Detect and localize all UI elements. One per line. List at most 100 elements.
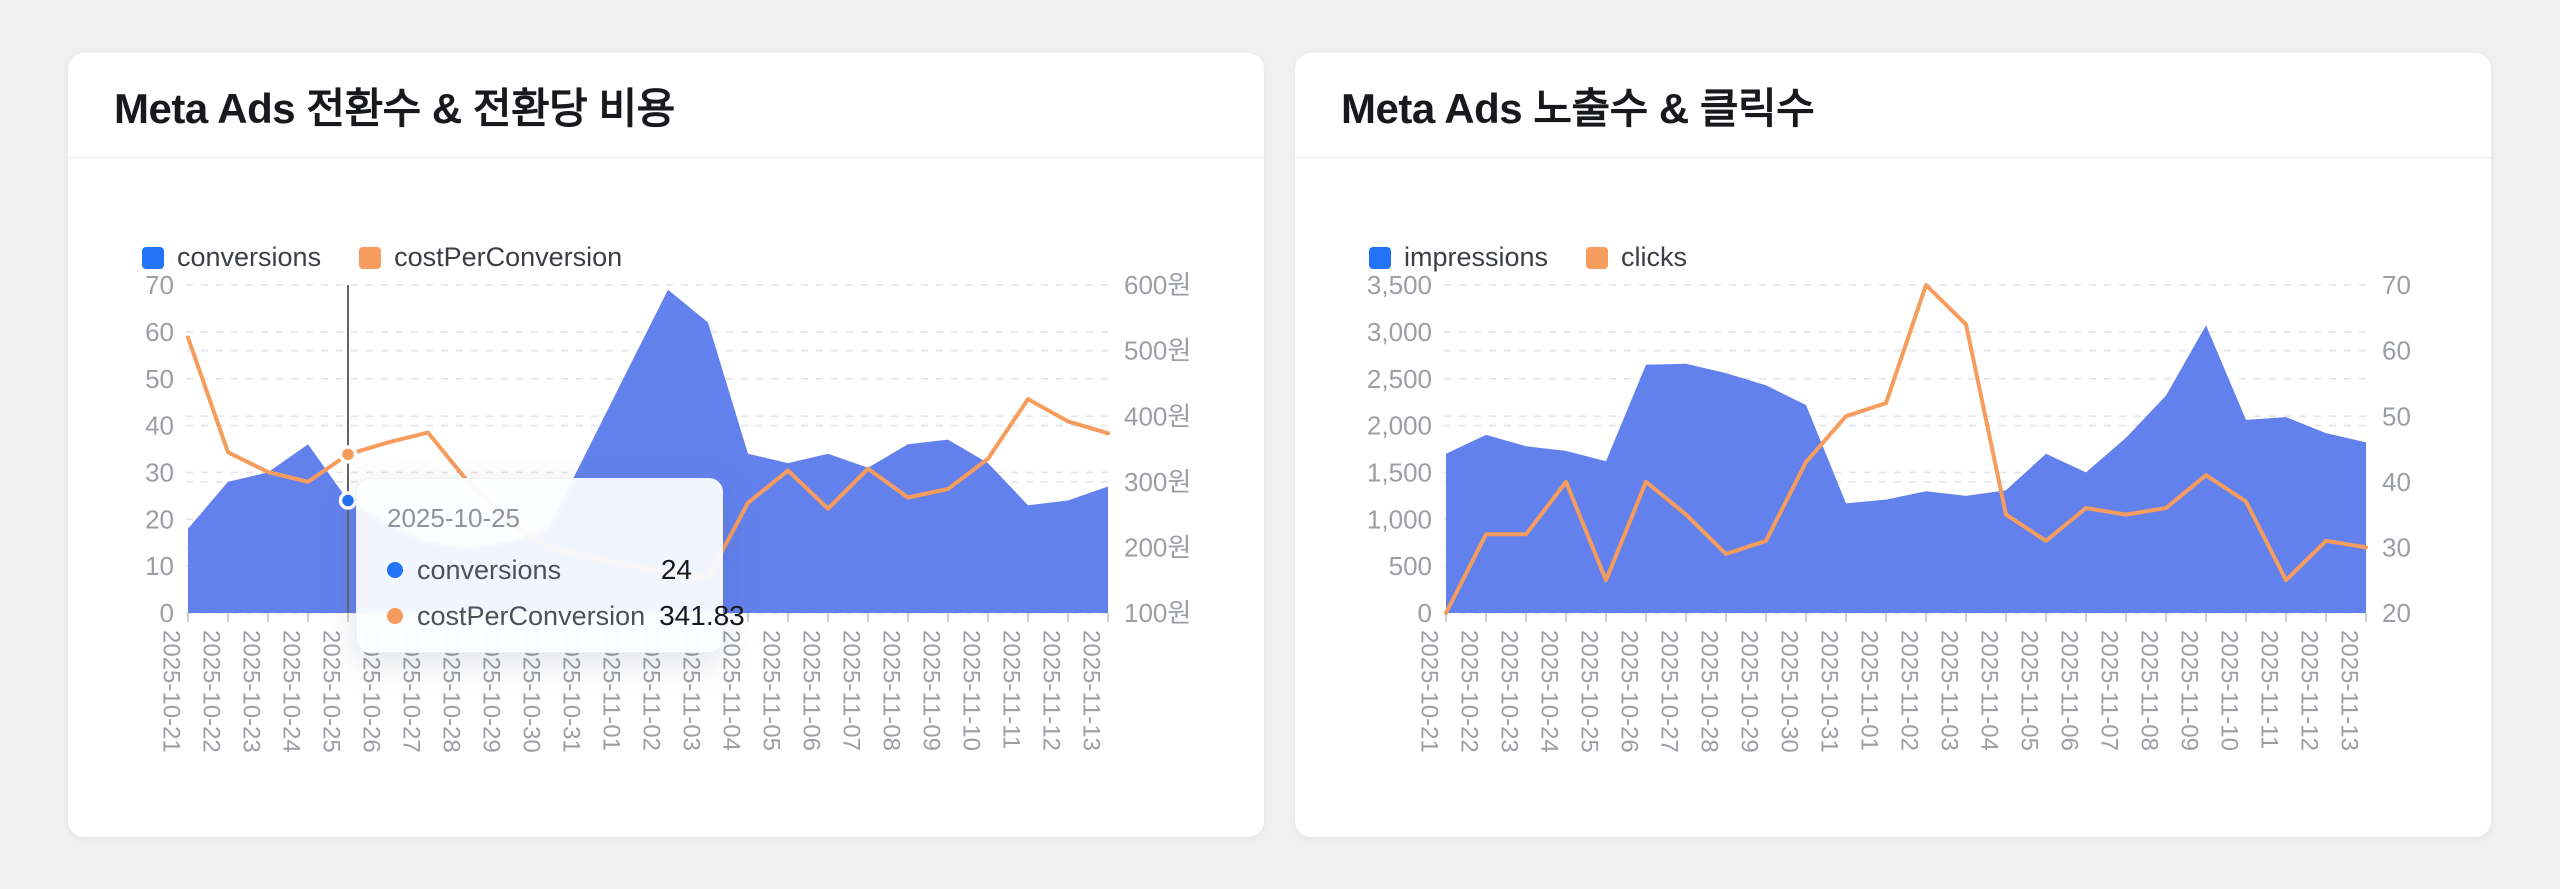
- x-axis-label: 2025-10-27: [1656, 630, 1683, 753]
- y-axis-label-left: 2,000: [1367, 411, 1432, 441]
- legend-item-conversions[interactable]: conversions: [142, 242, 321, 273]
- legend-label: clicks: [1621, 242, 1688, 272]
- x-axis-label: 2025-11-10: [2216, 630, 2243, 751]
- y-axis-label-left: 60: [145, 317, 174, 347]
- tooltip-value: 341.83: [659, 600, 745, 631]
- page-title: Meta Ads 전환수 & 전환당 비용: [114, 84, 675, 132]
- impressions-chart[interactable]: impressions clicks 0 500 1,000 1,500 2,000 2,…: [1295, 159, 2491, 837]
- highlight-dot-conversions: [338, 491, 358, 510]
- x-axis-label: 2025-10-25: [318, 630, 345, 753]
- x-axis-label: 2025-11-09: [918, 630, 945, 751]
- y-axis-label-right: 20: [2382, 598, 2411, 628]
- y-axis-label-left: 30: [145, 458, 174, 488]
- x-axis-label: 2025-11-11: [2256, 630, 2283, 749]
- x-axis-label: 2025-11-13: [2336, 630, 2363, 751]
- chart-svg[interactable]: 0 500 1,000 1,500 2,000 2,500 3,000 3,500 20 30 40…: [1295, 159, 2491, 837]
- legend-label: costPerConversion: [394, 242, 623, 272]
- y-axis-label-left: 10: [145, 551, 174, 581]
- card-header: Meta Ads 노출수 & 클릭수: [1295, 53, 2491, 158]
- legend-label: conversions: [177, 242, 322, 272]
- y-axis-label-left: 2,500: [1367, 364, 1432, 394]
- y-axis-label-right: 600원: [1124, 270, 1191, 300]
- x-axis-label: 2025-11-02: [1896, 630, 1923, 751]
- x-axis-label: 2025-10-31: [1816, 630, 1843, 753]
- legend: impressions clicks: [1369, 242, 1687, 273]
- tooltip-row: conversions 24: [387, 554, 692, 586]
- x-axis-label: 2025-11-07: [2096, 630, 2123, 751]
- x-axis-label: 2025-10-22: [1456, 630, 1483, 753]
- x-axis-label: 2025-11-06: [798, 630, 825, 751]
- y-axis-label-right: 30: [2382, 533, 2411, 563]
- y-axis-label-right: 60: [2382, 336, 2411, 366]
- legend-item-impressions[interactable]: impressions: [1369, 242, 1548, 273]
- x-axis-label: 2025-11-11: [998, 630, 1025, 749]
- x-axis-label: 2025-10-25: [1576, 630, 1603, 753]
- y-axis-label-right: 200원: [1124, 533, 1191, 563]
- x-axis-label: 2025-10-23: [238, 630, 265, 753]
- tooltip-value: 24: [660, 554, 692, 585]
- conversions-chart[interactable]: conversions costPerConversion 0 10 20 30 40 5…: [68, 159, 1264, 837]
- x-axis-label: 2025-11-08: [2136, 630, 2163, 751]
- x-axis-label: 2025-11-04: [1976, 630, 2003, 751]
- x-axis-label: 2025-10-30: [1776, 630, 1803, 753]
- x-axis-label: 2025-10-24: [278, 630, 305, 753]
- x-axis-label: 2025-10-28: [1696, 630, 1723, 753]
- page-title: Meta Ads 노출수 & 클릭수: [1341, 84, 1815, 132]
- x-axis-label: 2025-10-26: [1616, 630, 1643, 753]
- highlight-dot-costPerConversion: [338, 445, 358, 464]
- x-axis-label: 2025-11-12: [1038, 630, 1065, 751]
- area-series-conversions: [188, 289, 1108, 613]
- conversions-dot-icon: [387, 562, 403, 578]
- y-axis-label-right: 50: [2382, 401, 2411, 431]
- legend-label: impressions: [1404, 242, 1549, 272]
- x-axis-label: 2025-10-21: [1416, 630, 1443, 753]
- clicks-swatch-icon: [1586, 246, 1609, 269]
- legend-item-clicks[interactable]: clicks: [1586, 242, 1687, 273]
- x-axis-label: 2025-10-21: [158, 630, 185, 753]
- x-axis-label: 2025-11-08: [878, 630, 905, 751]
- y-axis-label-left: 1,000: [1367, 504, 1432, 534]
- tooltip-row: costPerConversion 341.83: [387, 600, 745, 632]
- y-axis-label-left: 20: [145, 504, 174, 534]
- y-axis-label-left: 3,000: [1367, 317, 1432, 347]
- x-axis-label: 2025-11-05: [758, 630, 785, 751]
- card-impressions: Meta Ads 노출수 & 클릭수 impressions clicks 0 5…: [1295, 53, 2491, 837]
- y-axis-label-right: 40: [2382, 467, 2411, 497]
- y-axis-label-right: 500원: [1124, 336, 1191, 366]
- y-axis-label-left: 1,500: [1367, 458, 1432, 488]
- y-axis-label-left: 70: [145, 270, 174, 300]
- x-axis-label: 2025-11-01: [1856, 630, 1883, 751]
- conversions-swatch-icon: [142, 246, 164, 269]
- costperconversion-dot-icon: [387, 608, 403, 624]
- x-axis-label: 2025-10-24: [1536, 630, 1563, 753]
- y-axis-label-left: 40: [145, 411, 174, 441]
- costperconversion-swatch-icon: [359, 246, 382, 269]
- card-header: Meta Ads 전환수 & 전환당 비용: [68, 53, 1264, 158]
- y-axis-label-right: 300원: [1124, 467, 1191, 497]
- y-axis-label-left: 0: [1418, 598, 1432, 628]
- tooltip-date: 2025-10-25: [387, 503, 520, 533]
- impressions-swatch-icon: [1369, 246, 1391, 269]
- x-axis-label: 2025-11-05: [2016, 630, 2043, 751]
- x-axis-label: 2025-10-23: [1496, 630, 1523, 753]
- x-axis-label: 2025-11-07: [838, 630, 865, 751]
- x-axis-label: 2025-11-04: [718, 630, 745, 751]
- x-axis-label: 2025-10-29: [1736, 630, 1763, 753]
- x-axis-label: 2025-11-09: [2176, 630, 2203, 751]
- x-axis-label: 2025-11-03: [1936, 630, 1963, 751]
- y-axis-label-left: 50: [145, 364, 174, 394]
- y-axis-label-left: 0: [160, 598, 174, 628]
- area-series-impressions: [1446, 325, 2366, 613]
- x-axis-label: 2025-11-06: [2056, 630, 2083, 751]
- y-axis-label-right: 400원: [1124, 401, 1191, 431]
- legend: conversions costPerConversion: [142, 242, 622, 273]
- line-series-clicks: [1444, 283, 2368, 615]
- y-axis-label-right: 70: [2382, 270, 2411, 300]
- x-axis-label: 2025-10-22: [198, 630, 225, 753]
- legend-item-costperconversion[interactable]: costPerConversion: [359, 242, 622, 273]
- y-axis-label-left: 3,500: [1367, 270, 1432, 300]
- chart-svg[interactable]: 0 10 20 30 40 50 60 70 100원 200원 300원 400원 500원 600원 2…: [68, 159, 1264, 837]
- card-conversions: Meta Ads 전환수 & 전환당 비용 conversions costPe…: [68, 53, 1264, 837]
- y-axis-label-right: 100원: [1124, 598, 1191, 628]
